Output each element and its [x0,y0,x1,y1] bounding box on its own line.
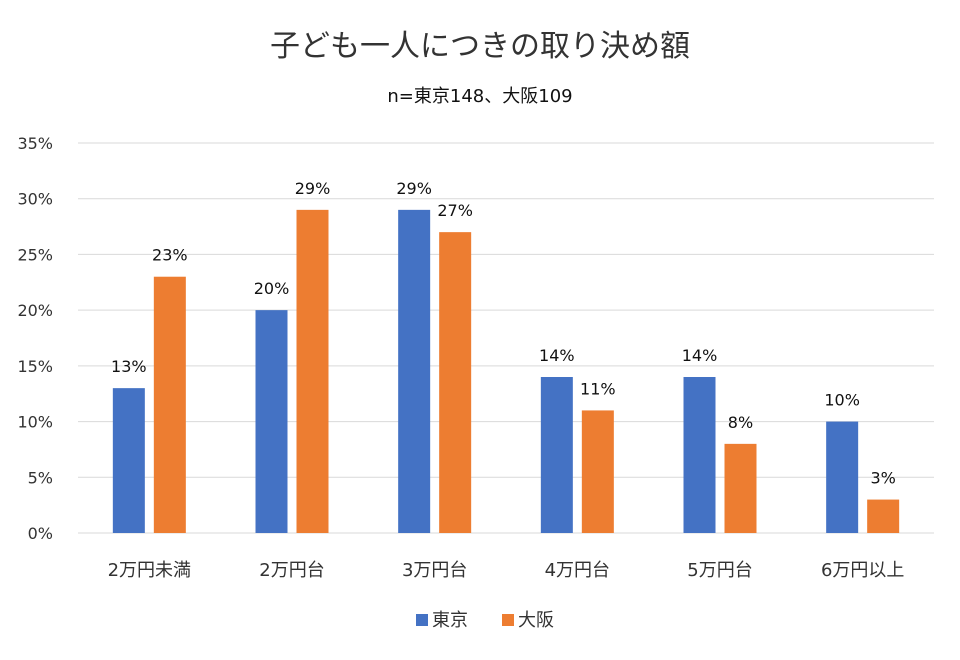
y-tick-label: 25% [17,245,53,264]
data-label: 8% [728,413,753,432]
bar-osaka [724,443,757,533]
y-tick-label: 5% [28,468,53,487]
x-category-label: 4万円台 [545,560,610,581]
bar-tokyo [398,209,431,533]
x-category-label: 2万円未満 [108,560,191,581]
data-label: 27% [437,201,473,220]
data-label: 3% [870,469,895,488]
bar-osaka [439,232,472,533]
data-label: 20% [254,279,290,298]
y-tick-label: 10% [17,413,53,432]
data-label: 29% [396,179,432,198]
data-label: 11% [580,379,616,398]
legend-label: 大阪 [518,610,554,631]
bar-tokyo [683,377,716,533]
bars [112,209,900,533]
bar-osaka [296,209,329,533]
data-labels: 13% 23% 20% 29% 29% 27% 14% 11% 14% 8% 10% 3% [111,179,896,488]
data-label: 29% [295,179,331,198]
bar-osaka [581,410,614,533]
data-label: 10% [824,391,860,410]
data-label: 14% [539,346,575,365]
y-tick-label: 15% [17,357,53,376]
x-category-label: 3万円台 [402,560,467,581]
y-tick-label: 30% [17,190,53,209]
y-tick-label: 35% [17,134,53,153]
bar-osaka [153,276,186,533]
legend: 東京 大阪 [416,610,554,631]
data-label: 13% [111,357,147,376]
bar-tokyo [112,388,145,533]
y-axis-ticks: 0% 5% 10% 15% 20% 25% 30% 35% [17,134,53,543]
data-label: 23% [152,246,188,265]
bar-osaka [867,499,900,533]
legend-label: 東京 [432,610,468,631]
bar-tokyo [540,377,573,533]
y-tick-label: 20% [17,301,53,320]
chart-title: 子ども一人につきの取り決め額 [270,29,690,64]
bar-tokyo [826,421,859,533]
bar-tokyo [255,310,288,533]
x-category-label: 6万円以上 [821,560,904,581]
legend-swatch [416,614,428,626]
x-axis-categories: 2万円未満 2万円台 3万円台 4万円台 5万円台 6万円以上 [108,560,905,581]
legend-swatch [502,614,514,626]
chart-subtitle: n=東京148、大阪109 [387,86,572,107]
x-category-label: 5万円台 [687,560,752,581]
y-tick-label: 0% [28,524,53,543]
data-label: 14% [682,346,718,365]
gridlines [78,142,934,534]
x-category-label: 2万円台 [259,560,324,581]
